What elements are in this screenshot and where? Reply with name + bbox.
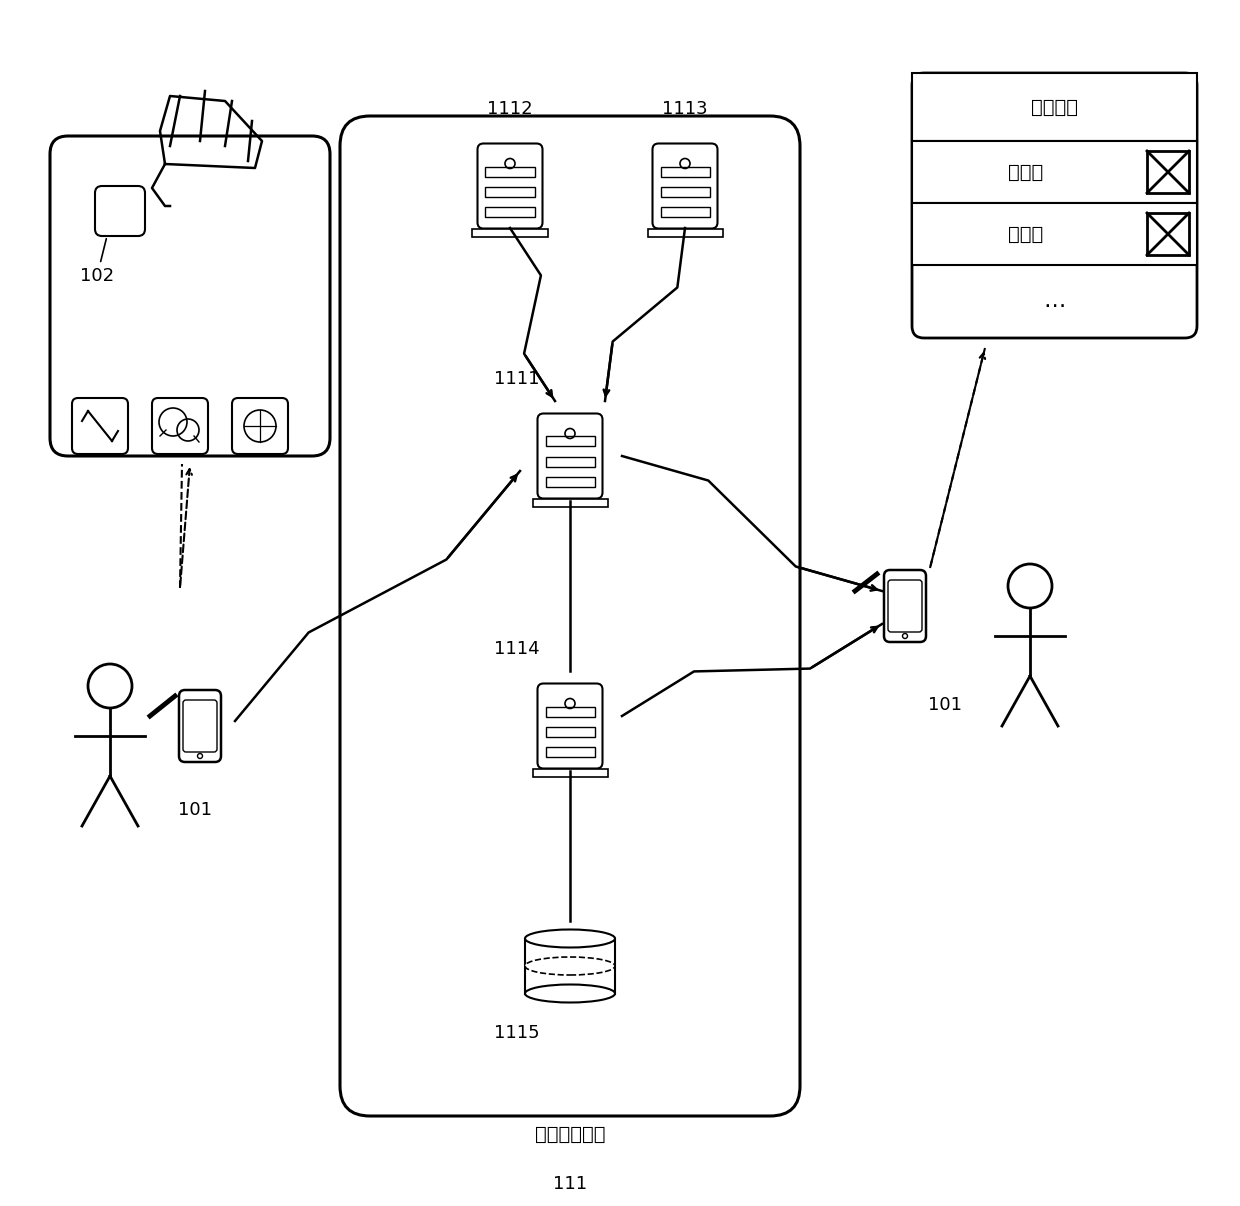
FancyBboxPatch shape (888, 580, 923, 632)
FancyBboxPatch shape (911, 74, 1197, 338)
Bar (486, 187, 534, 197)
Text: 网上商城: 网上商城 (1030, 98, 1078, 117)
FancyBboxPatch shape (652, 144, 718, 228)
Text: …: … (1043, 292, 1065, 311)
Bar (911, 74, 1197, 141)
Text: 1114: 1114 (495, 640, 539, 658)
Bar (546, 437, 594, 446)
Bar (546, 707, 594, 716)
Text: 广告服务系统: 广告服务系统 (534, 1124, 605, 1143)
Bar (546, 726, 594, 737)
Bar (546, 747, 594, 756)
FancyBboxPatch shape (72, 398, 128, 453)
Bar (472, 228, 548, 236)
FancyBboxPatch shape (184, 699, 217, 753)
Bar (546, 476, 594, 486)
Bar (647, 228, 723, 236)
FancyBboxPatch shape (95, 186, 145, 236)
Text: 1112: 1112 (487, 100, 533, 118)
FancyBboxPatch shape (50, 136, 330, 456)
Bar (911, 203, 1197, 265)
Bar (661, 166, 709, 176)
Bar (1147, 151, 1189, 193)
Bar (661, 187, 709, 197)
FancyBboxPatch shape (537, 684, 603, 768)
FancyBboxPatch shape (179, 690, 221, 762)
Text: 1115: 1115 (495, 1024, 539, 1042)
Text: 1113: 1113 (662, 100, 708, 118)
FancyBboxPatch shape (340, 116, 800, 1116)
Bar (532, 498, 608, 507)
Text: 广告位: 广告位 (1008, 163, 1044, 181)
Bar (486, 206, 534, 217)
Bar (546, 457, 594, 467)
Bar (486, 166, 534, 176)
Text: 102: 102 (81, 239, 114, 285)
FancyBboxPatch shape (884, 570, 926, 642)
Bar (661, 206, 709, 217)
Bar (525, 938, 615, 994)
Bar (1147, 213, 1189, 254)
Ellipse shape (525, 930, 615, 948)
FancyBboxPatch shape (537, 414, 603, 498)
Bar (532, 768, 608, 777)
Text: 101: 101 (179, 801, 212, 819)
Text: 101: 101 (928, 696, 962, 714)
Ellipse shape (525, 958, 615, 974)
Text: 1111: 1111 (495, 370, 539, 388)
FancyBboxPatch shape (153, 398, 208, 453)
Text: 111: 111 (553, 1175, 587, 1193)
FancyBboxPatch shape (477, 144, 543, 228)
FancyBboxPatch shape (232, 398, 288, 453)
Text: 广告位: 广告位 (1008, 224, 1044, 244)
Ellipse shape (525, 984, 615, 1002)
Bar (911, 141, 1197, 203)
